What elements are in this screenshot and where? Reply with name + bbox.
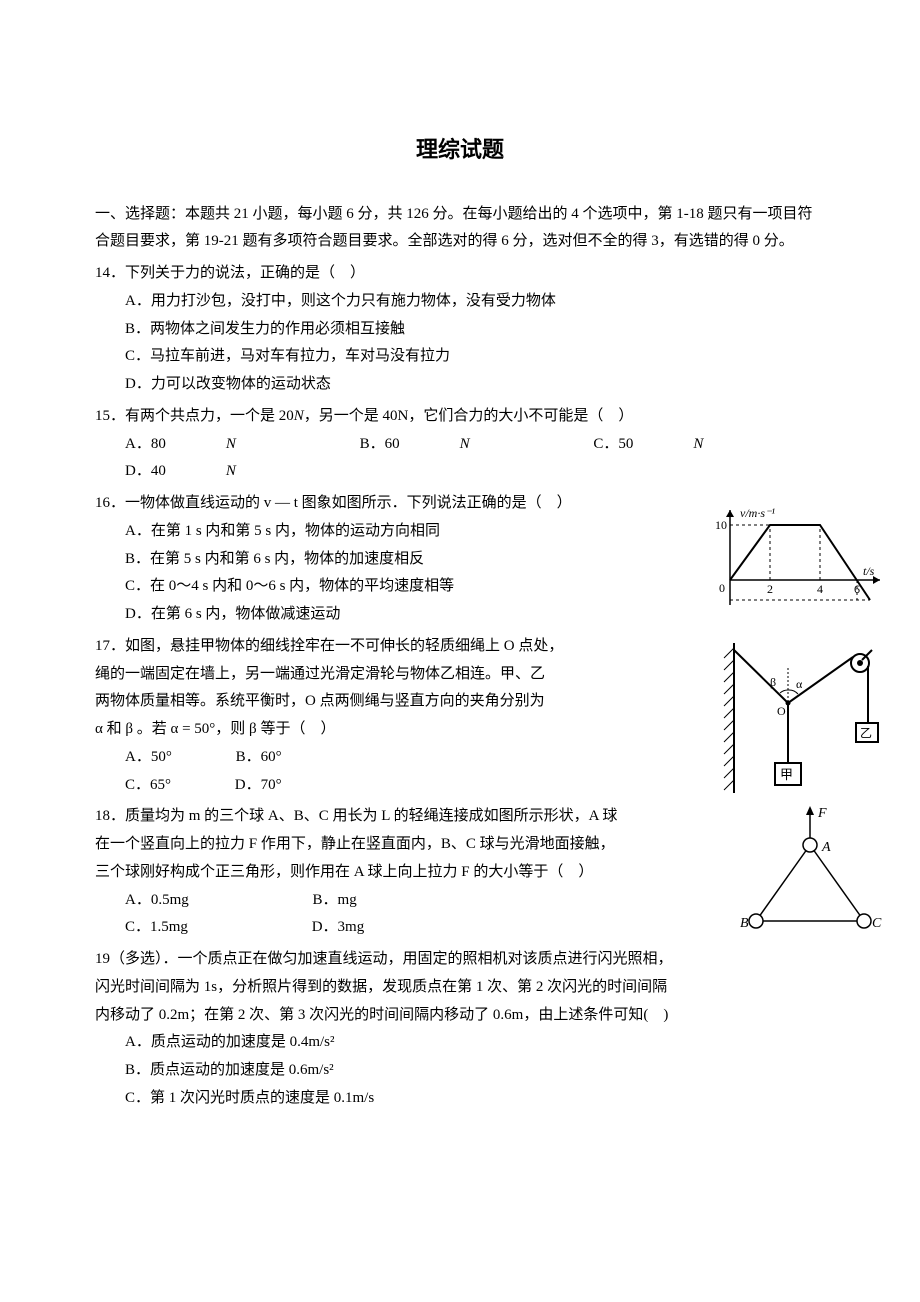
q19-opt-b: B．质点运动的加速度是 0.6m/s² [95,1057,825,1085]
tri-label-C: C [872,916,882,931]
vt-xlabel: t/s [863,564,875,578]
vt-x0: 0 [719,581,725,595]
q14-opt-a: A．用力打沙包，没打中，则这个力只有施力物体，没有受力物体 [95,288,825,316]
q17-opt-a: A．50° [125,744,172,772]
q17-opt-c: C．65° [125,772,171,800]
figure-pulley: 甲 乙 β α O [720,638,880,803]
q17-line2: 绳的一端固定在墙上，另一端通过光滑定滑轮与物体乙相连。甲、乙 [95,661,825,689]
question-14: 14．下列关于力的说法，正确的是（ ） A．用力打沙包，没打中，则这个力只有施力… [95,260,825,399]
q18-opts-1: A．0.5mg B．mg [95,887,825,915]
q15-unit-1: N [294,408,304,424]
question-15: 15．有两个共点力，一个是 20N，另一个是 40N，它们合力的大小不可能是（ … [95,403,825,486]
question-19: 19（多选）．一个质点正在做匀加速直线运动，用固定的照相机对该质点进行闪光照相，… [95,946,825,1113]
tri-label-F: F [817,806,827,821]
figure-vt-graph: v/m·s⁻¹ 10 0 2 4 6 t/s [715,505,885,615]
q15-stem-mid: ，另一个是 40N，它们合力的大小不可能是（ ） [304,408,634,424]
q19-line1: 19（多选）．一个质点正在做匀加速直线运动，用固定的照相机对该质点进行闪光照相， [95,946,825,974]
q18-opt-a: A．0.5mg [125,887,249,915]
q19-opt-c: C．第 1 次闪光时质点的速度是 0.1m/s [95,1085,825,1113]
vt-x6: 6 [854,582,860,596]
q17-line3: 两物体质量相等。系统平衡时，O 点两侧绳与竖直方向的夹角分别为 [95,688,825,716]
q19-line2: 闪光时间间隔为 1s，分析照片得到的数据，发现质点在第 1 次、第 2 次闪光的… [95,974,825,1002]
q18-line3: 三个球刚好构成个正三角形，则作用在 A 球上向上拉力 F 的大小等于（ ） [95,859,825,887]
q15-opt-a: A．80N [125,431,296,459]
q14-opt-d: D．力可以改变物体的运动状态 [95,371,825,399]
q15-stem: 15．有两个共点力，一个是 20N，另一个是 40N，它们合力的大小不可能是（ … [95,403,825,431]
figure-triangle: F A B C [738,803,883,938]
q18-opt-d: D．3mg [312,914,425,942]
q17-line1: 17．如图，悬挂甲物体的细线拴牢在一不可伸长的轻质细绳上 O 点处， [95,633,825,661]
tri-label-B: B [740,916,749,931]
section-instructions: 一、选择题：本题共 21 小题，每小题 6 分，共 126 分。在每小题给出的 … [95,201,825,257]
question-18: F A B C 18．质量均为 m 的三个球 A、B、C 用长为 L 的轻绳连接… [95,803,825,942]
q15-options: A．80N B．60N C．50N D．40N [95,431,825,487]
question-16: v/m·s⁻¹ 10 0 2 4 6 t/s 16．一物体做直线运动的 v — … [95,490,825,629]
vt-x2: 2 [767,582,773,596]
q15-opt-d: D．40N [125,458,296,486]
q18-opts-2: C．1.5mg D．3mg [95,914,825,942]
q15-opt-b: B．60N [360,431,530,459]
q17-opt-b: B．60° [236,744,282,772]
pulley-label-yi: 乙 [860,726,872,740]
q17-opts-2: C．65° D．70° [95,772,825,800]
vt-x4: 4 [817,582,823,596]
q17-opt-d: D．70° [235,772,282,800]
q14-opt-b: B．两物体之间发生力的作用必须相互接触 [95,316,825,344]
q17-opts-1: A．50° B．60° [95,744,825,772]
q14-stem: 14．下列关于力的说法，正确的是（ ） [95,260,825,288]
pulley-label-jia: 甲 [780,767,793,782]
q19-opt-a: A．质点运动的加速度是 0.4m/s² [95,1029,825,1057]
q15-opt-c: C．50N [593,431,763,459]
q18-line1: 18．质量均为 m 的三个球 A、B、C 用长为 L 的轻绳连接成如图所示形状，… [95,803,825,831]
q15-stem-pre: 15．有两个共点力，一个是 20 [95,408,294,424]
q17-line4: α 和 β 。若 α = 50°，则 β 等于（ ） [95,716,825,744]
tri-label-A: A [821,840,831,855]
q18-line2: 在一个竖直向上的拉力 F 作用下，静止在竖直面内，B、C 球与光滑地面接触， [95,831,825,859]
q18-opt-c: C．1.5mg [125,914,248,942]
q18-opt-b: B．mg [313,887,417,915]
vt-ylabel: v/m·s⁻¹ [740,506,775,520]
question-17: 甲 乙 β α O 17．如图，悬挂甲物体的细线拴牢在一不可伸长的轻质细绳上 O… [95,633,825,800]
exam-title: 理综试题 [95,130,825,171]
pulley-label-alpha: α [796,677,803,691]
q19-line3: 内移动了 0.2m；在第 2 次、第 3 次闪光的时间间隔内移动了 0.6m，由… [95,1002,825,1030]
q14-opt-c: C．马拉车前进，马对车有拉力，车对马没有拉力 [95,343,825,371]
pulley-label-O: O [777,704,786,718]
vt-yval: 10 [715,518,727,532]
pulley-label-beta: β [770,675,776,689]
